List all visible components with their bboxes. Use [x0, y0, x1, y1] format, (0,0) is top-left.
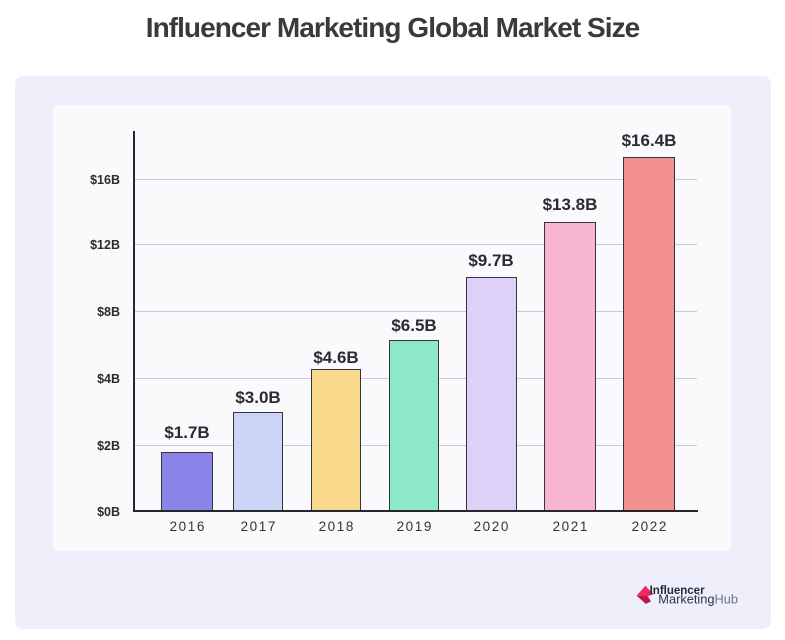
svg-text:MarketingHub: MarketingHub [658, 592, 738, 607]
svg-text:Influencer: Influencer [650, 585, 705, 597]
